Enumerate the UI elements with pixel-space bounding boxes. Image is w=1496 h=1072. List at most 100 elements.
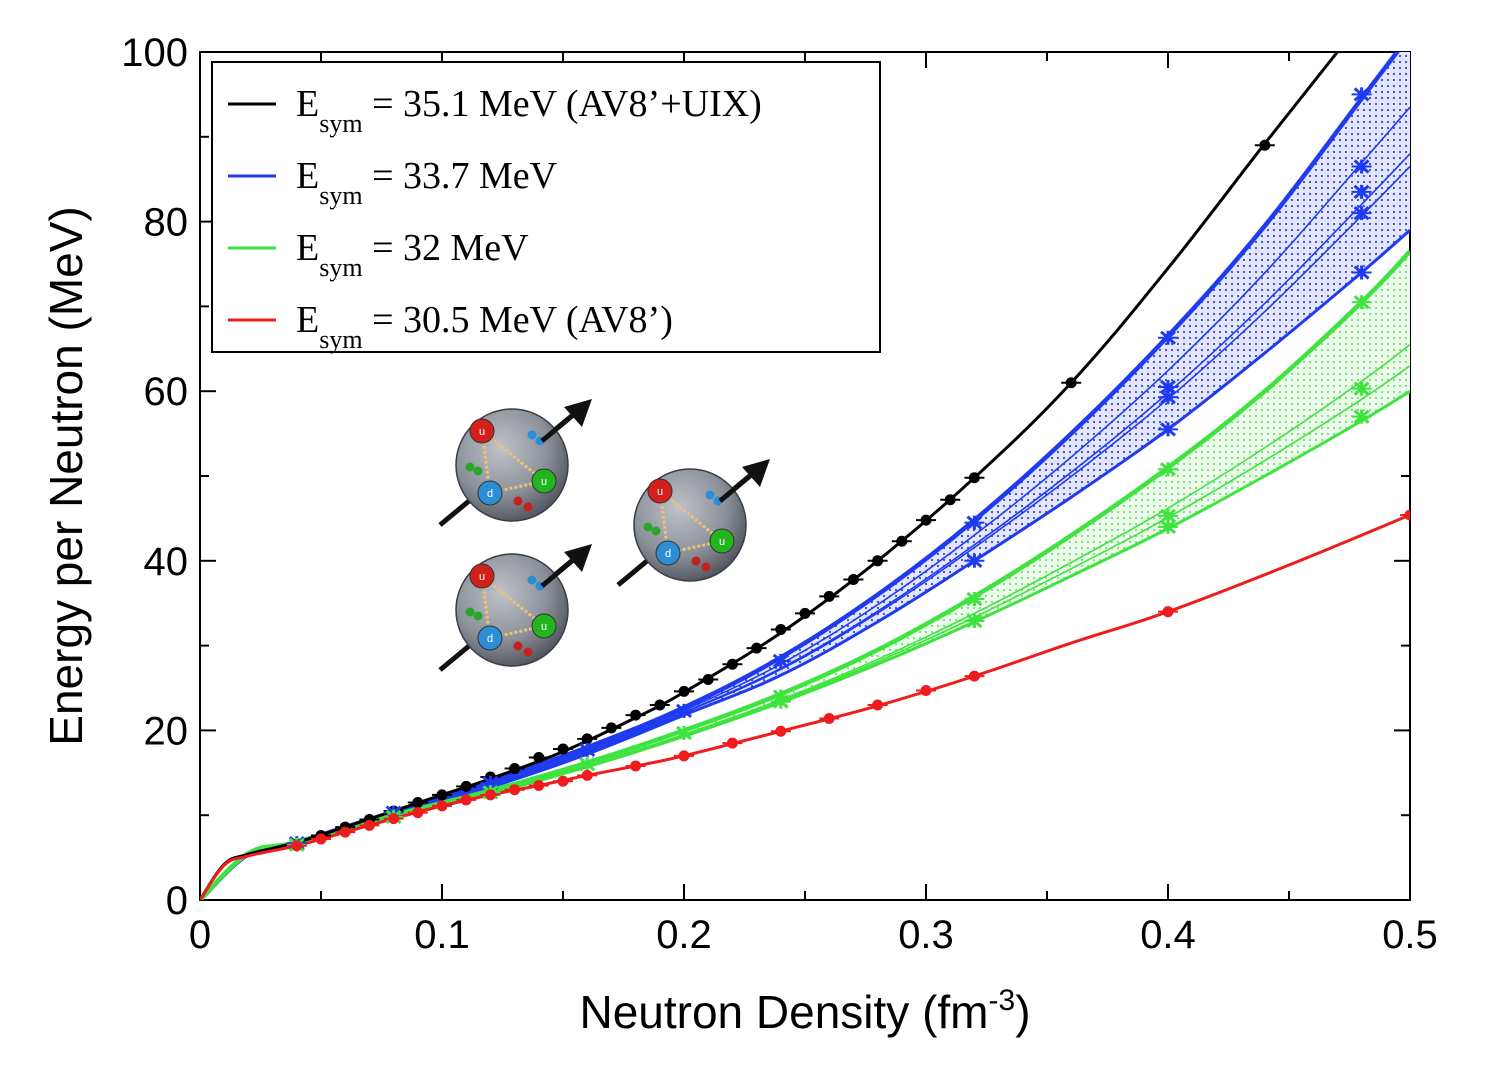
series-points	[286, 87, 1410, 853]
data-point	[528, 780, 549, 792]
data-point	[964, 553, 985, 568]
data-point	[625, 709, 646, 721]
data-point	[1158, 330, 1178, 345]
data-point	[698, 674, 719, 686]
data-point	[964, 613, 985, 629]
band-upper-line	[200, 249, 1410, 900]
data-point	[1351, 409, 1372, 424]
svg-text:u: u	[541, 476, 547, 488]
data-point	[964, 472, 985, 484]
data-point	[504, 784, 525, 796]
data-point	[456, 794, 477, 806]
y-tick-label: 0	[166, 879, 188, 923]
legend-label: Esym = 33.7 MeV	[296, 155, 558, 210]
y-tick-label: 20	[144, 709, 189, 753]
data-point	[456, 780, 477, 792]
data-point	[335, 826, 356, 838]
data-point	[795, 607, 815, 619]
data-point	[746, 642, 767, 654]
data-point	[916, 514, 936, 526]
data-point	[674, 725, 694, 741]
data-point	[1351, 265, 1372, 280]
data-point	[819, 590, 840, 602]
data-point	[1351, 159, 1372, 174]
data-point	[964, 670, 985, 682]
neutron-spin-icon-2: u d u	[438, 544, 592, 672]
data-point	[770, 623, 791, 635]
data-point	[407, 807, 428, 819]
legend: Esym = 35.1 MeV (AV8’+UIX) Esym = 33.7 Me…	[211, 61, 881, 354]
x-tick-label: 0.1	[414, 913, 470, 957]
data-point	[722, 737, 743, 749]
svg-text:d: d	[487, 488, 493, 500]
x-tick-label: 0.5	[1382, 913, 1438, 957]
data-point	[383, 813, 404, 825]
data-point	[1158, 519, 1178, 535]
legend-label: Esym = 30.5 MeV (AV8’)	[296, 299, 673, 354]
data-point	[1351, 381, 1372, 396]
svg-text:u: u	[479, 571, 485, 583]
x-axis-title: Neutron Density (fm-3)	[579, 984, 1030, 1038]
y-axis-title: Energy per Neutron (MeV)	[40, 206, 92, 745]
legend-box	[211, 61, 881, 353]
svg-text:d: d	[665, 548, 671, 560]
data-point	[577, 733, 598, 745]
data-point	[1061, 377, 1082, 389]
data-point	[1158, 462, 1178, 477]
data-point	[553, 775, 573, 787]
data-point	[1351, 87, 1372, 102]
neutron-inset: u d u u d u u d u	[438, 399, 770, 672]
data-point	[1254, 139, 1275, 151]
svg-text:d: d	[487, 633, 493, 645]
data-point	[577, 757, 598, 772]
svg-text:u: u	[719, 536, 725, 548]
neutron-spin-icon-3: u d u	[616, 459, 770, 587]
data-point	[528, 752, 549, 764]
data-point	[286, 840, 307, 852]
data-point	[964, 591, 985, 607]
data-point	[601, 722, 622, 734]
data-point	[407, 796, 428, 808]
y-tick-label: 80	[144, 201, 189, 245]
data-point	[649, 699, 670, 711]
data-point	[722, 658, 743, 670]
axis-ticks: 0 0.1 0.2 0.3 0.4 0.5 0 20 40 60 80 100	[121, 31, 1438, 957]
data-point	[843, 573, 864, 585]
data-point	[770, 725, 791, 737]
y-tick-label: 60	[144, 370, 189, 414]
neutron-spin-icon-1: u d u	[438, 399, 592, 527]
data-point	[432, 789, 452, 801]
data-point	[674, 703, 694, 719]
x-tick-label: 0.3	[898, 913, 954, 957]
data-point	[770, 653, 791, 669]
y-tick-label: 100	[121, 31, 188, 75]
series-line	[200, 52, 1339, 900]
data-point	[1351, 184, 1372, 200]
data-point	[867, 555, 888, 567]
data-point	[940, 494, 961, 506]
svg-text:u: u	[657, 486, 663, 498]
svg-text:u: u	[479, 426, 485, 438]
data-point	[867, 699, 888, 711]
data-point	[891, 535, 912, 547]
legend-label: Esym = 35.1 MeV (AV8’+UIX)	[296, 83, 762, 138]
data-point	[553, 743, 573, 755]
x-tick-label: 0	[189, 913, 211, 957]
data-point	[504, 763, 525, 775]
data-point	[1351, 295, 1372, 310]
data-point	[577, 769, 598, 781]
data-point	[480, 789, 501, 801]
data-point	[819, 713, 840, 725]
data-point	[674, 750, 694, 762]
data-point	[625, 760, 646, 772]
data-point	[432, 800, 452, 812]
x-tick-label: 0.4	[1140, 913, 1196, 957]
data-point	[1400, 509, 1410, 521]
svg-text:u: u	[541, 621, 547, 633]
data-point	[1158, 606, 1178, 618]
data-point	[964, 515, 985, 530]
data-point	[1158, 422, 1178, 437]
y-tick-label: 40	[144, 540, 189, 584]
data-point	[1351, 205, 1372, 221]
